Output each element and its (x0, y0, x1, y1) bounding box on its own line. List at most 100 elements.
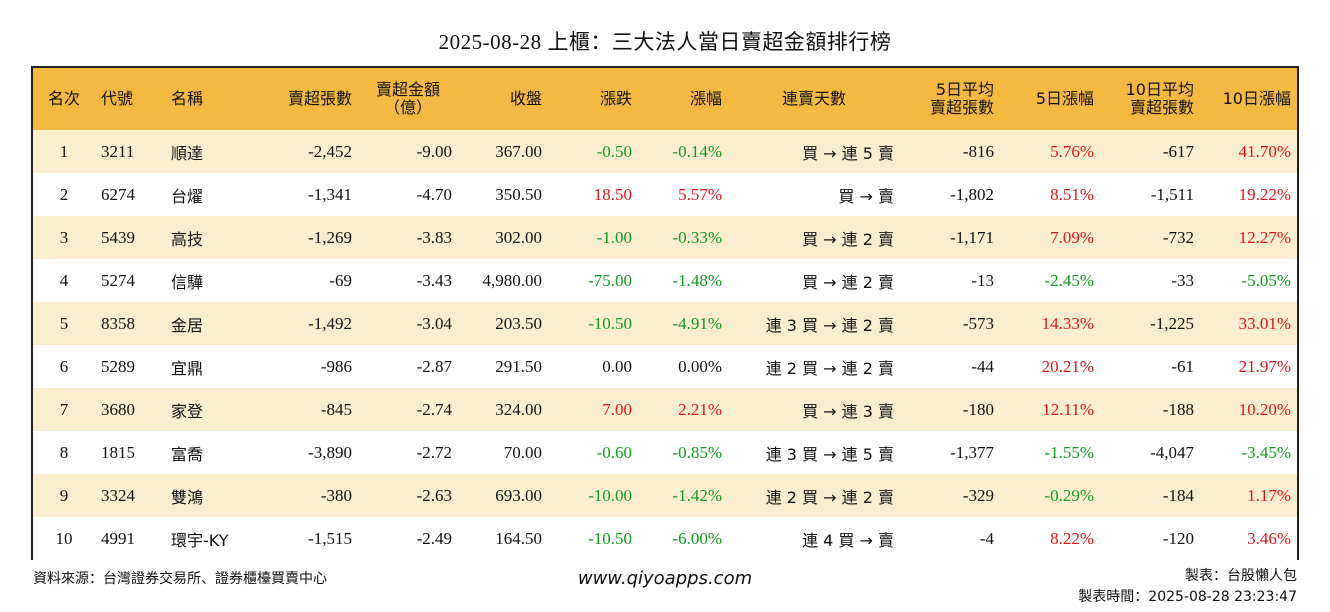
cell-streak: 連 4 買 → 賣 (802, 530, 894, 550)
cell-pct5: 20.21% (1041, 356, 1094, 376)
cell-change-pct: 0.00% (678, 356, 722, 376)
cell-rank: 2 (59, 184, 69, 204)
table-row: 6 5289 宜鼎 -986 -2.87 291.50 0.00 0.00% 連 2 買 → 連… (33, 345, 1297, 388)
cell-net-sell-amount: -4.70 (416, 184, 452, 204)
header-avg10: 10日平均 賣超張數 (1100, 68, 1200, 130)
cell-avg5: -329 (962, 485, 994, 505)
cell-code: 1815 (101, 442, 135, 462)
table-row: 9 3324 雙鴻 -380 -2.63 693.00 -10.00 -1.42% 連 2 買 … (33, 474, 1297, 517)
cell-close: 291.50 (495, 356, 542, 376)
header-change: 漲跌 (599, 89, 632, 108)
header-avg5-line1: 5日平均 (935, 80, 994, 99)
made-time-label: 製表時間：2025-08-28 23:23:47 (1078, 589, 1297, 605)
cell-close: 203.50 (495, 313, 542, 333)
cell-change-pct: -1.48% (672, 270, 722, 290)
cell-close: 164.50 (495, 528, 542, 548)
cell-pct10: 19.22% (1238, 184, 1291, 204)
cell-change: -1.00 (596, 227, 632, 247)
cell-avg5: -1,802 (950, 184, 994, 204)
cell-rank: 1 (59, 141, 69, 161)
cell-change-pct: 2.21% (678, 399, 722, 419)
cell-net-sell-shares: -380 (320, 485, 352, 505)
cell-name: 台燿 (171, 186, 204, 206)
cell-streak: 連 2 買 → 連 2 賣 (765, 487, 894, 507)
header-close: 收盤 (509, 89, 542, 108)
cell-avg5: -44 (971, 356, 994, 376)
cell-avg5: -816 (962, 141, 994, 161)
cell-pct10: 33.01% (1238, 313, 1291, 333)
cell-rank: 9 (59, 485, 69, 505)
cell-name: 雙鴻 (171, 487, 204, 507)
cell-streak: 買 → 連 2 賣 (802, 272, 894, 292)
cell-avg10: -33 (1171, 270, 1194, 290)
header-net-sell-shares: 賣超張數 (287, 89, 352, 108)
cell-net-sell-amount: -3.43 (416, 270, 452, 290)
cell-change-pct: -0.85% (672, 442, 722, 462)
table-row: 2 6274 台燿 -1,341 -4.70 350.50 18.50 5.57% 買 → 賣 -… (33, 173, 1297, 216)
cell-change: -10.50 (588, 528, 632, 548)
cell-pct5: 14.33% (1041, 313, 1094, 333)
table-row: 4 5274 信驊 -69 -3.43 4,980.00 -75.00 -1.48% 買 → 連… (33, 259, 1297, 302)
cell-streak: 買 → 連 5 賣 (802, 143, 894, 163)
header-pct10: 10日漲幅 (1222, 89, 1291, 108)
cell-net-sell-amount: -2.63 (416, 485, 452, 505)
cell-close: 302.00 (495, 227, 542, 247)
cell-avg5: -180 (962, 399, 994, 419)
cell-pct10: -3.45% (1241, 442, 1291, 462)
cell-avg10: -1,511 (1150, 184, 1194, 204)
cell-avg10: -4,047 (1150, 442, 1194, 462)
cell-avg5: -1,171 (950, 227, 994, 247)
cell-name: 環宇-KY (171, 530, 229, 550)
cell-close: 367.00 (495, 141, 542, 161)
cell-rank: 8 (59, 442, 69, 462)
cell-streak: 買 → 連 3 賣 (802, 401, 894, 421)
cell-close: 693.00 (495, 485, 542, 505)
cell-pct5: 5.76% (1050, 141, 1094, 161)
cell-avg10: -61 (1171, 356, 1194, 376)
cell-streak: 買 → 賣 (838, 186, 894, 206)
cell-code: 5439 (101, 227, 135, 247)
cell-change: -0.60 (596, 442, 632, 462)
table-row: 5 8358 金居 -1,492 -3.04 203.50 -10.50 -4.91% 連 3 … (33, 302, 1297, 345)
cell-change-pct: -0.14% (672, 141, 722, 161)
header-net-sell-amount: 賣超金額 （億） (358, 68, 458, 130)
cell-code: 3211 (101, 141, 135, 161)
cell-name: 信驊 (171, 272, 204, 292)
header-pct5: 5日漲幅 (1035, 89, 1094, 108)
cell-name: 宜鼎 (171, 358, 204, 378)
header-net-sell-amount-line2: （億） (383, 98, 432, 117)
cell-rank: 4 (59, 270, 69, 290)
cell-change-pct: 5.57% (678, 184, 722, 204)
cell-name: 富喬 (171, 444, 204, 464)
maker-label: 製表：台股懶人包 (1185, 568, 1297, 584)
cell-net-sell-shares: -69 (329, 270, 352, 290)
cell-name: 順達 (171, 143, 204, 163)
cell-net-sell-shares: -845 (320, 399, 352, 419)
cell-code: 5289 (101, 356, 135, 376)
cell-pct5: -1.55% (1044, 442, 1094, 462)
cell-avg10: -1,225 (1150, 313, 1194, 333)
cell-pct10: 10.20% (1238, 399, 1291, 419)
cell-net-sell-amount: -3.83 (416, 227, 452, 247)
cell-code: 8358 (101, 313, 135, 333)
cell-pct5: 8.22% (1050, 528, 1094, 548)
cell-code: 3680 (101, 399, 135, 419)
page-title: 2025-08-28 上櫃：三大法人當日賣超金額排行榜 (438, 30, 892, 54)
cell-avg5: -13 (971, 270, 994, 290)
cell-net-sell-amount: -2.74 (416, 399, 452, 419)
cell-change: 7.00 (602, 399, 632, 419)
cell-change-pct: -4.91% (672, 313, 722, 333)
website-link[interactable]: www.qiyoapps.com (577, 568, 753, 589)
cell-avg5: -1,377 (950, 442, 994, 462)
cell-change-pct: -0.33% (672, 227, 722, 247)
cell-net-sell-amount: -9.00 (416, 141, 452, 161)
cell-net-sell-shares: -1,341 (308, 184, 352, 204)
header-net-sell-amount-line1: 賣超金額 (375, 80, 440, 99)
cell-pct10: 41.70% (1238, 141, 1291, 161)
cell-change-pct: -6.00% (672, 528, 722, 548)
cell-net-sell-amount: -2.87 (416, 356, 452, 376)
cell-change-pct: -1.42% (672, 485, 722, 505)
cell-net-sell-shares: -986 (320, 356, 352, 376)
cell-net-sell-shares: -1,269 (308, 227, 352, 247)
cell-change: -0.50 (596, 141, 632, 161)
